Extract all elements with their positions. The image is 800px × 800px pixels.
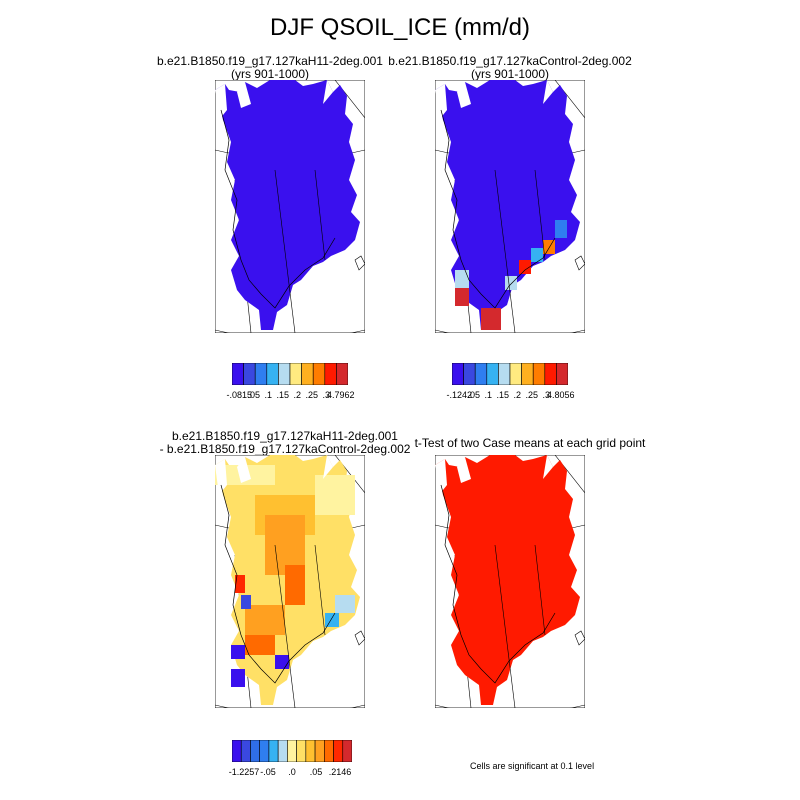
map-panel-difference [215,455,365,708]
colorbar-swatch [333,740,344,762]
colorbar-tick-label: .0 [288,767,296,777]
colorbar-tick-label: 4.8056 [546,390,575,400]
colorbar-swatch [486,363,499,385]
colorbar-swatch [277,740,288,762]
panel-title-control-line1: b.e21.B1850.f19_g17.127kaControl-2deg.00… [388,54,632,68]
colorbar-swatch [463,363,476,385]
colorbar-case [232,363,348,385]
panel-title-case-line1: b.e21.B1850.f19_g17.127kaH11-2deg.001 [157,54,383,68]
colorbar-tick-label: .2146 [328,767,352,777]
colorbar-control [452,363,568,385]
panel-title-ttest-line1: t-Test of two Case means at each grid po… [414,436,646,450]
map-panel-case [215,80,365,333]
colorbar-swatch [521,363,534,385]
colorbar-swatch [232,363,244,385]
colorbar-tick-label: -1.2257 [228,767,260,777]
colorbar-tick-label: -.0815 [226,390,253,400]
panel-title-case: b.e21.B1850.f19_g17.127kaH11-2deg.001 (y… [135,55,405,81]
colorbar-swatch [296,740,307,762]
colorbar-swatch [268,740,279,762]
colorbar-swatch [336,363,348,385]
colorbar-tick-label: .05 [309,767,323,777]
colorbar-case-labels: -.0815.05.1.15.2.25.3 4.7962 [226,390,354,402]
colorbar-tick-label: .2 [513,390,522,400]
colorbar-tick-label: .25 [305,390,319,400]
colorbar-tick-label: -.1242 [446,390,473,400]
colorbar-swatch [342,740,352,762]
colorbar-difference-labels: -1.2257 -.05 .0 .05 .2146 [228,767,352,779]
colorbar-tick-label: .3 [322,390,331,400]
colorbar-swatch [314,740,325,762]
colorbar-tick-label: .15 [276,390,290,400]
colorbar-swatch [312,363,326,385]
colorbar-swatch [324,363,337,385]
panel-title-difference-line1: b.e21.B1850.f19_g17.127kaH11-2deg.001 [172,429,398,443]
colorbar-tick-label: .05 [467,390,481,400]
colorbar-tick-label: .2 [293,390,302,400]
colorbar-tick-label: .05 [247,390,261,400]
colorbar-swatch [266,363,279,385]
panel-title-case-line2: (yrs 901-1000) [230,67,310,81]
colorbar-tick-label: .25 [525,390,539,400]
colorbar-swatch [509,363,522,385]
panel-title-difference-line2: - b.e21.B1850.f19_g17.127kaControl-2deg.… [159,442,411,456]
map-panel-control [435,80,585,333]
colorbar-swatch [259,740,270,762]
significance-note: Cells are significant at 0.1 level [470,761,595,771]
colorbar-swatch [287,740,297,762]
colorbar-tick-label: .1 [264,390,273,400]
colorbar-swatch [532,363,546,385]
panel-title-difference: b.e21.B1850.f19_g17.127kaH11-2deg.001 - … [150,430,420,456]
colorbar-swatch [240,740,251,762]
colorbar-swatch [289,363,302,385]
colorbar-swatch [278,363,291,385]
colorbar-swatch [556,363,568,385]
colorbar-swatch [305,740,316,762]
panel-title-control-line2: (yrs 901-1000) [470,67,550,81]
colorbar-swatch [474,363,488,385]
colorbar-swatch [452,363,464,385]
colorbar-tick-label: .1 [484,390,493,400]
colorbar-swatch [232,740,242,762]
map-panel-ttest [435,455,585,708]
colorbar-tick-label: .3 [542,390,551,400]
colorbar-swatch [254,363,268,385]
colorbar-control-labels: -.1242.05.1.15.2.25.3 4.8056 [446,390,574,402]
colorbar-swatch [243,363,256,385]
panel-title-control: b.e21.B1850.f19_g17.127kaControl-2deg.00… [375,55,645,81]
colorbar-swatch [498,363,511,385]
colorbar-swatch [544,363,557,385]
figure-title: DJF QSOIL_ICE (mm/d) [269,14,531,41]
colorbar-tick-label: .15 [496,390,510,400]
colorbar-tick-label: -.05 [260,767,276,777]
colorbar-difference [232,740,352,762]
colorbar-tick-label: 4.7962 [326,390,355,400]
colorbar-swatch [301,363,314,385]
panel-title-ttest: t-Test of two Case means at each grid po… [380,437,680,450]
colorbar-swatch [250,740,260,762]
colorbar-swatch [324,740,334,762]
